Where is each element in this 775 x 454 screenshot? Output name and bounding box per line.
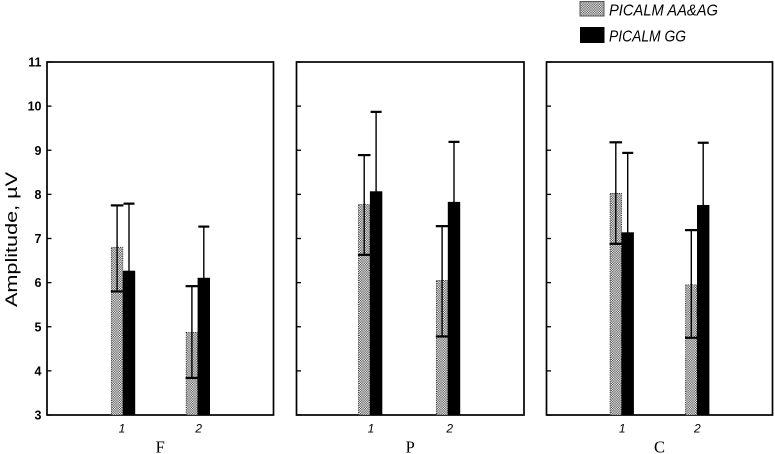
svg-text:2: 2 <box>445 422 453 436</box>
svg-text:PICALM AA&AG: PICALM AA&AG <box>609 3 718 20</box>
svg-text:1: 1 <box>119 422 126 436</box>
svg-text:P: P <box>406 438 415 454</box>
svg-text:7: 7 <box>35 232 42 246</box>
svg-text:PICALM GG: PICALM GG <box>609 29 686 46</box>
svg-text:10: 10 <box>28 100 42 114</box>
svg-text:2: 2 <box>693 422 701 436</box>
svg-text:11: 11 <box>28 56 41 70</box>
svg-text:9: 9 <box>35 144 42 158</box>
svg-text:5: 5 <box>35 320 42 334</box>
svg-text:4: 4 <box>35 364 42 378</box>
svg-text:F: F <box>156 438 165 454</box>
svg-text:8: 8 <box>35 188 42 202</box>
svg-text:Amplitude, µV: Amplitude, µV <box>3 172 21 307</box>
svg-text:C: C <box>654 438 665 454</box>
svg-text:6: 6 <box>35 276 42 290</box>
svg-text:1: 1 <box>368 422 375 436</box>
svg-text:1: 1 <box>619 422 626 436</box>
svg-text:3: 3 <box>35 409 42 423</box>
svg-text:2: 2 <box>194 422 202 436</box>
